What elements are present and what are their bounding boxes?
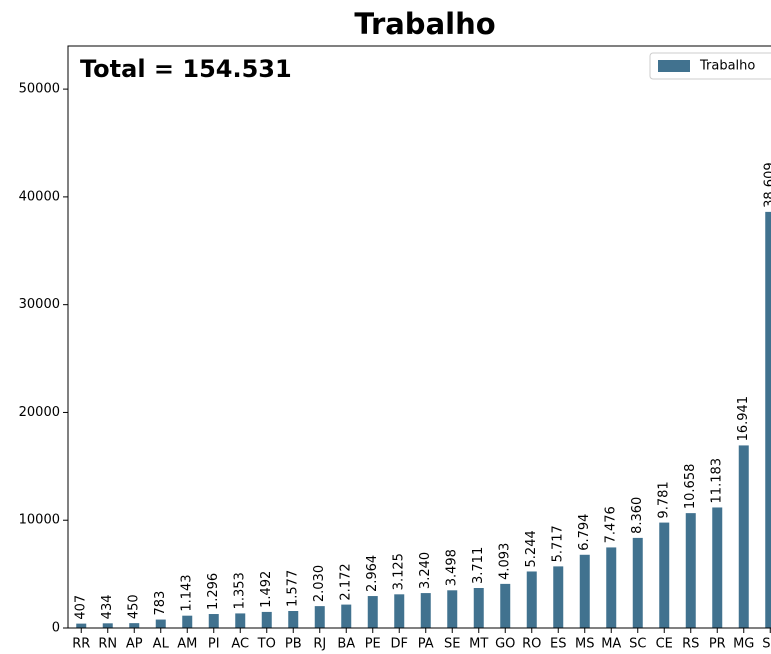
x-tick-label: MT: [469, 637, 488, 652]
bar: [129, 623, 140, 628]
bar: [76, 623, 87, 628]
x-tick-label: GO: [495, 637, 515, 652]
bar: [738, 445, 749, 628]
y-tick-label: 10000: [19, 513, 60, 528]
value-label: 450: [127, 594, 142, 619]
x-tick-label: SP: [762, 637, 771, 652]
bar: [447, 590, 458, 628]
x-tick-label: RO: [522, 637, 541, 652]
bar: [500, 583, 511, 628]
x-tick-label: PI: [208, 637, 220, 652]
bar: [394, 594, 405, 628]
x-tick-label: MG: [733, 637, 754, 652]
bar: [102, 623, 113, 628]
value-label: 3.240: [418, 552, 433, 589]
value-label: 4.093: [498, 543, 513, 580]
value-label: 11.183: [710, 458, 725, 504]
bar: [632, 537, 643, 628]
x-tick-label: ES: [550, 637, 566, 652]
value-label: 8.360: [630, 497, 645, 534]
bar: [765, 211, 771, 628]
x-tick-label: AP: [126, 637, 143, 652]
bar: [606, 547, 617, 628]
x-tick-label: PE: [365, 637, 381, 652]
chart-title: Trabalho: [354, 7, 495, 41]
bar: [553, 566, 564, 628]
x-tick-label: CE: [656, 637, 673, 652]
value-label: 2.030: [312, 565, 327, 602]
bar: [685, 513, 696, 628]
x-tick-label: RJ: [313, 637, 326, 652]
bar: [261, 611, 272, 628]
x-tick-label: AM: [177, 637, 197, 652]
value-label: 2.172: [339, 563, 354, 600]
value-label: 5.244: [524, 530, 539, 567]
bar: [208, 614, 219, 628]
bar: [235, 613, 246, 628]
bar: [182, 615, 193, 628]
x-tick-label: AC: [231, 637, 249, 652]
value-label: 783: [153, 591, 168, 616]
value-label: 9.781: [657, 481, 672, 518]
y-tick-label: 40000: [19, 189, 60, 204]
value-label: 434: [100, 594, 115, 619]
bar: [420, 593, 431, 628]
value-label: 3.498: [445, 549, 460, 586]
legend-label: Trabalho: [699, 59, 755, 74]
x-tick-label: RS: [682, 637, 699, 652]
value-label: 1.577: [286, 570, 301, 607]
x-tick-label: RN: [98, 637, 117, 652]
bar: [367, 596, 378, 628]
x-tick-label: PA: [418, 637, 434, 652]
bar: [712, 507, 723, 628]
value-label: 1.353: [233, 572, 248, 609]
legend-box: [649, 52, 771, 80]
x-tick-label: AL: [153, 637, 170, 652]
plot-frame: [67, 45, 771, 629]
y-tick-label: 20000: [19, 405, 60, 420]
value-label: 5.717: [551, 525, 566, 562]
x-tick-label: DF: [391, 637, 409, 652]
annotation: Total = 154.531: [80, 55, 292, 83]
x-tick-label: TO: [257, 637, 276, 652]
value-label: 1.296: [206, 573, 221, 610]
x-tick-label: SE: [444, 637, 460, 652]
legend-swatch: [658, 60, 690, 72]
x-tick-label: RR: [72, 637, 90, 652]
value-label: 38.609: [763, 162, 771, 208]
y-tick-label: 0: [52, 621, 60, 636]
bar: [473, 588, 484, 628]
bar: [288, 611, 299, 628]
value-label: 1.492: [259, 571, 274, 608]
x-tick-label: BA: [337, 637, 355, 652]
value-label: 1.143: [180, 574, 195, 611]
x-tick-label: MA: [601, 637, 621, 652]
x-tick-label: MS: [575, 637, 594, 652]
value-label: 3.711: [471, 547, 486, 584]
value-label: 3.125: [392, 553, 407, 590]
value-label: 2.964: [365, 555, 380, 592]
x-tick-label: PB: [285, 637, 302, 652]
bar: [526, 571, 537, 628]
value-label: 10.658: [683, 464, 698, 510]
bar: [579, 554, 590, 628]
value-label: 16.941: [736, 396, 751, 442]
bar: [155, 619, 166, 628]
y-tick-label: 30000: [19, 297, 60, 312]
value-label: 6.794: [577, 514, 592, 551]
y-tick-label: 50000: [19, 82, 60, 97]
value-label: 407: [74, 595, 89, 620]
x-tick-label: PR: [709, 637, 726, 652]
bar: [659, 522, 670, 628]
bar: [314, 606, 325, 628]
bar: [341, 604, 352, 628]
x-tick-label: SC: [629, 637, 646, 652]
value-label: 7.476: [604, 506, 619, 543]
